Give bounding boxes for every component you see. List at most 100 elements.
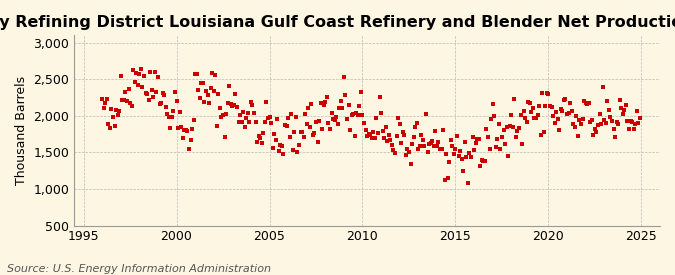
Point: [134, 72, 144, 76]
Point: [419, 144, 430, 148]
Point: [138, 74, 149, 78]
Point: [593, 123, 603, 127]
Point: [326, 111, 337, 115]
Point: [518, 109, 529, 113]
Point: [258, 131, 269, 135]
Point: [310, 119, 321, 124]
Point: [236, 120, 247, 124]
Point: [194, 96, 205, 100]
Point: [506, 113, 516, 117]
Point: [424, 142, 435, 147]
Point: [475, 164, 485, 168]
Point: [321, 95, 332, 99]
Point: [320, 100, 331, 104]
Point: [264, 114, 275, 119]
Point: [157, 91, 168, 96]
Point: [105, 126, 115, 130]
Point: [292, 150, 303, 155]
Point: [229, 103, 240, 107]
Point: [393, 116, 404, 120]
Point: [190, 71, 200, 76]
Point: [232, 104, 242, 109]
Point: [493, 122, 504, 127]
Point: [148, 95, 159, 99]
Point: [167, 114, 178, 119]
Point: [477, 157, 487, 162]
Point: [213, 92, 224, 96]
Point: [281, 124, 292, 128]
Point: [631, 108, 642, 113]
Point: [634, 116, 645, 121]
Point: [441, 152, 452, 156]
Point: [394, 122, 405, 127]
Point: [448, 152, 459, 157]
Point: [137, 84, 148, 89]
Point: [380, 125, 391, 129]
Point: [446, 137, 456, 142]
Point: [515, 112, 526, 117]
Point: [367, 136, 377, 141]
Point: [120, 89, 131, 94]
Point: [387, 143, 398, 147]
Point: [362, 134, 373, 138]
Point: [342, 116, 352, 121]
Point: [153, 75, 163, 79]
Point: [246, 100, 256, 104]
Point: [325, 126, 335, 131]
Point: [570, 125, 580, 129]
Point: [334, 106, 345, 110]
Point: [479, 158, 490, 163]
Point: [444, 160, 455, 164]
Point: [425, 140, 436, 145]
Point: [199, 100, 210, 104]
Point: [176, 125, 186, 130]
Point: [582, 102, 593, 107]
Point: [487, 101, 498, 106]
Point: [174, 109, 185, 114]
Point: [112, 113, 123, 118]
Point: [337, 105, 348, 110]
Point: [597, 85, 608, 89]
Point: [464, 151, 475, 155]
Point: [374, 95, 385, 99]
Point: [241, 116, 252, 120]
Point: [406, 142, 417, 147]
Point: [111, 108, 122, 112]
Point: [162, 112, 173, 116]
Point: [360, 128, 371, 132]
Point: [149, 70, 160, 75]
Point: [146, 88, 157, 92]
Point: [217, 113, 228, 117]
Point: [315, 101, 326, 106]
Point: [614, 98, 625, 103]
Point: [431, 144, 442, 148]
Point: [481, 126, 492, 131]
Point: [495, 147, 506, 151]
Point: [286, 112, 296, 117]
Point: [128, 68, 138, 72]
Point: [184, 147, 194, 151]
Point: [346, 113, 357, 118]
Point: [547, 114, 558, 118]
Point: [578, 99, 589, 103]
Point: [462, 180, 473, 185]
Point: [383, 133, 394, 138]
Point: [247, 103, 258, 107]
Point: [114, 109, 125, 114]
Point: [156, 100, 167, 105]
Point: [191, 72, 202, 76]
Point: [187, 127, 198, 131]
Point: [306, 102, 317, 106]
Point: [608, 126, 619, 131]
Point: [266, 121, 277, 125]
Point: [508, 125, 518, 129]
Text: Source: U.S. Energy Information Administration: Source: U.S. Energy Information Administ…: [7, 264, 271, 274]
Point: [335, 99, 346, 103]
Point: [377, 129, 388, 133]
Point: [376, 111, 387, 115]
Point: [458, 168, 468, 173]
Point: [343, 103, 354, 107]
Point: [396, 140, 406, 145]
Point: [126, 104, 137, 108]
Point: [314, 119, 325, 123]
